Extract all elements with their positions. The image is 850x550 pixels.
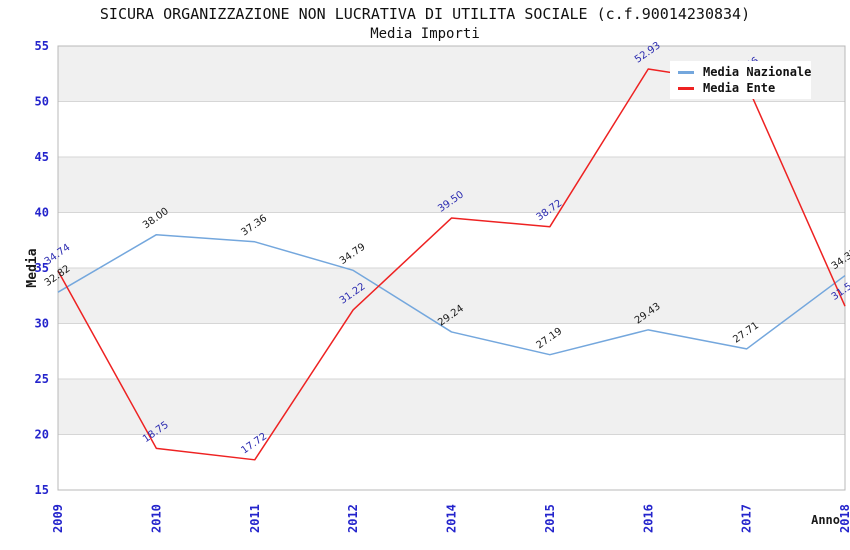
x-tick-label: 2009 xyxy=(51,504,65,533)
y-tick-label: 50 xyxy=(35,95,49,109)
y-tick-label: 55 xyxy=(35,39,49,53)
x-tick-label: 2018 xyxy=(838,504,850,533)
y-axis-title: Media xyxy=(25,248,40,287)
chart-title: SICURA ORGANIZZAZIONE NON LUCRATIVA DI U… xyxy=(99,5,751,23)
x-tick-label: 2012 xyxy=(346,504,360,533)
y-tick-label: 25 xyxy=(35,372,49,386)
x-axis-title: Anno xyxy=(811,513,840,527)
plot-band xyxy=(58,379,845,435)
plot-band xyxy=(58,212,845,268)
series-line-media-nazionale xyxy=(57,233,846,356)
legend-label: Media Nazionale xyxy=(703,65,812,79)
legend-item-media-ente: Media Ente xyxy=(678,81,803,95)
y-tick-label: 40 xyxy=(35,206,49,220)
plot-band xyxy=(58,101,845,157)
legend-item-media-nazionale: Media Nazionale xyxy=(678,65,811,79)
y-tick-label: 15 xyxy=(35,483,49,497)
x-tick-label: 2016 xyxy=(641,504,655,533)
x-tick-label: 2010 xyxy=(149,504,163,533)
legend-line-swatch-red xyxy=(678,86,694,90)
x-tick-label: 2015 xyxy=(543,504,557,533)
plot-band xyxy=(58,323,845,379)
chart-subtitle: Media Importi xyxy=(370,26,480,42)
legend-label: Media Ente xyxy=(703,81,776,95)
legend: Media Nazionale Media Ente xyxy=(670,61,811,99)
x-tick-label: 2014 xyxy=(445,504,459,533)
y-tick-label: 45 xyxy=(35,150,49,164)
y-tick-label: 20 xyxy=(35,428,49,442)
plot-frame xyxy=(57,45,846,491)
plot-band xyxy=(58,157,845,213)
plot-band xyxy=(58,434,845,490)
y-tick-label: 35 xyxy=(35,261,49,275)
legend-line-swatch-blue xyxy=(678,70,694,74)
x-tick-label: 2011 xyxy=(248,504,262,533)
x-tick-label: 2017 xyxy=(740,504,754,533)
y-tick-label: 30 xyxy=(35,317,49,331)
plot-band xyxy=(58,268,845,324)
